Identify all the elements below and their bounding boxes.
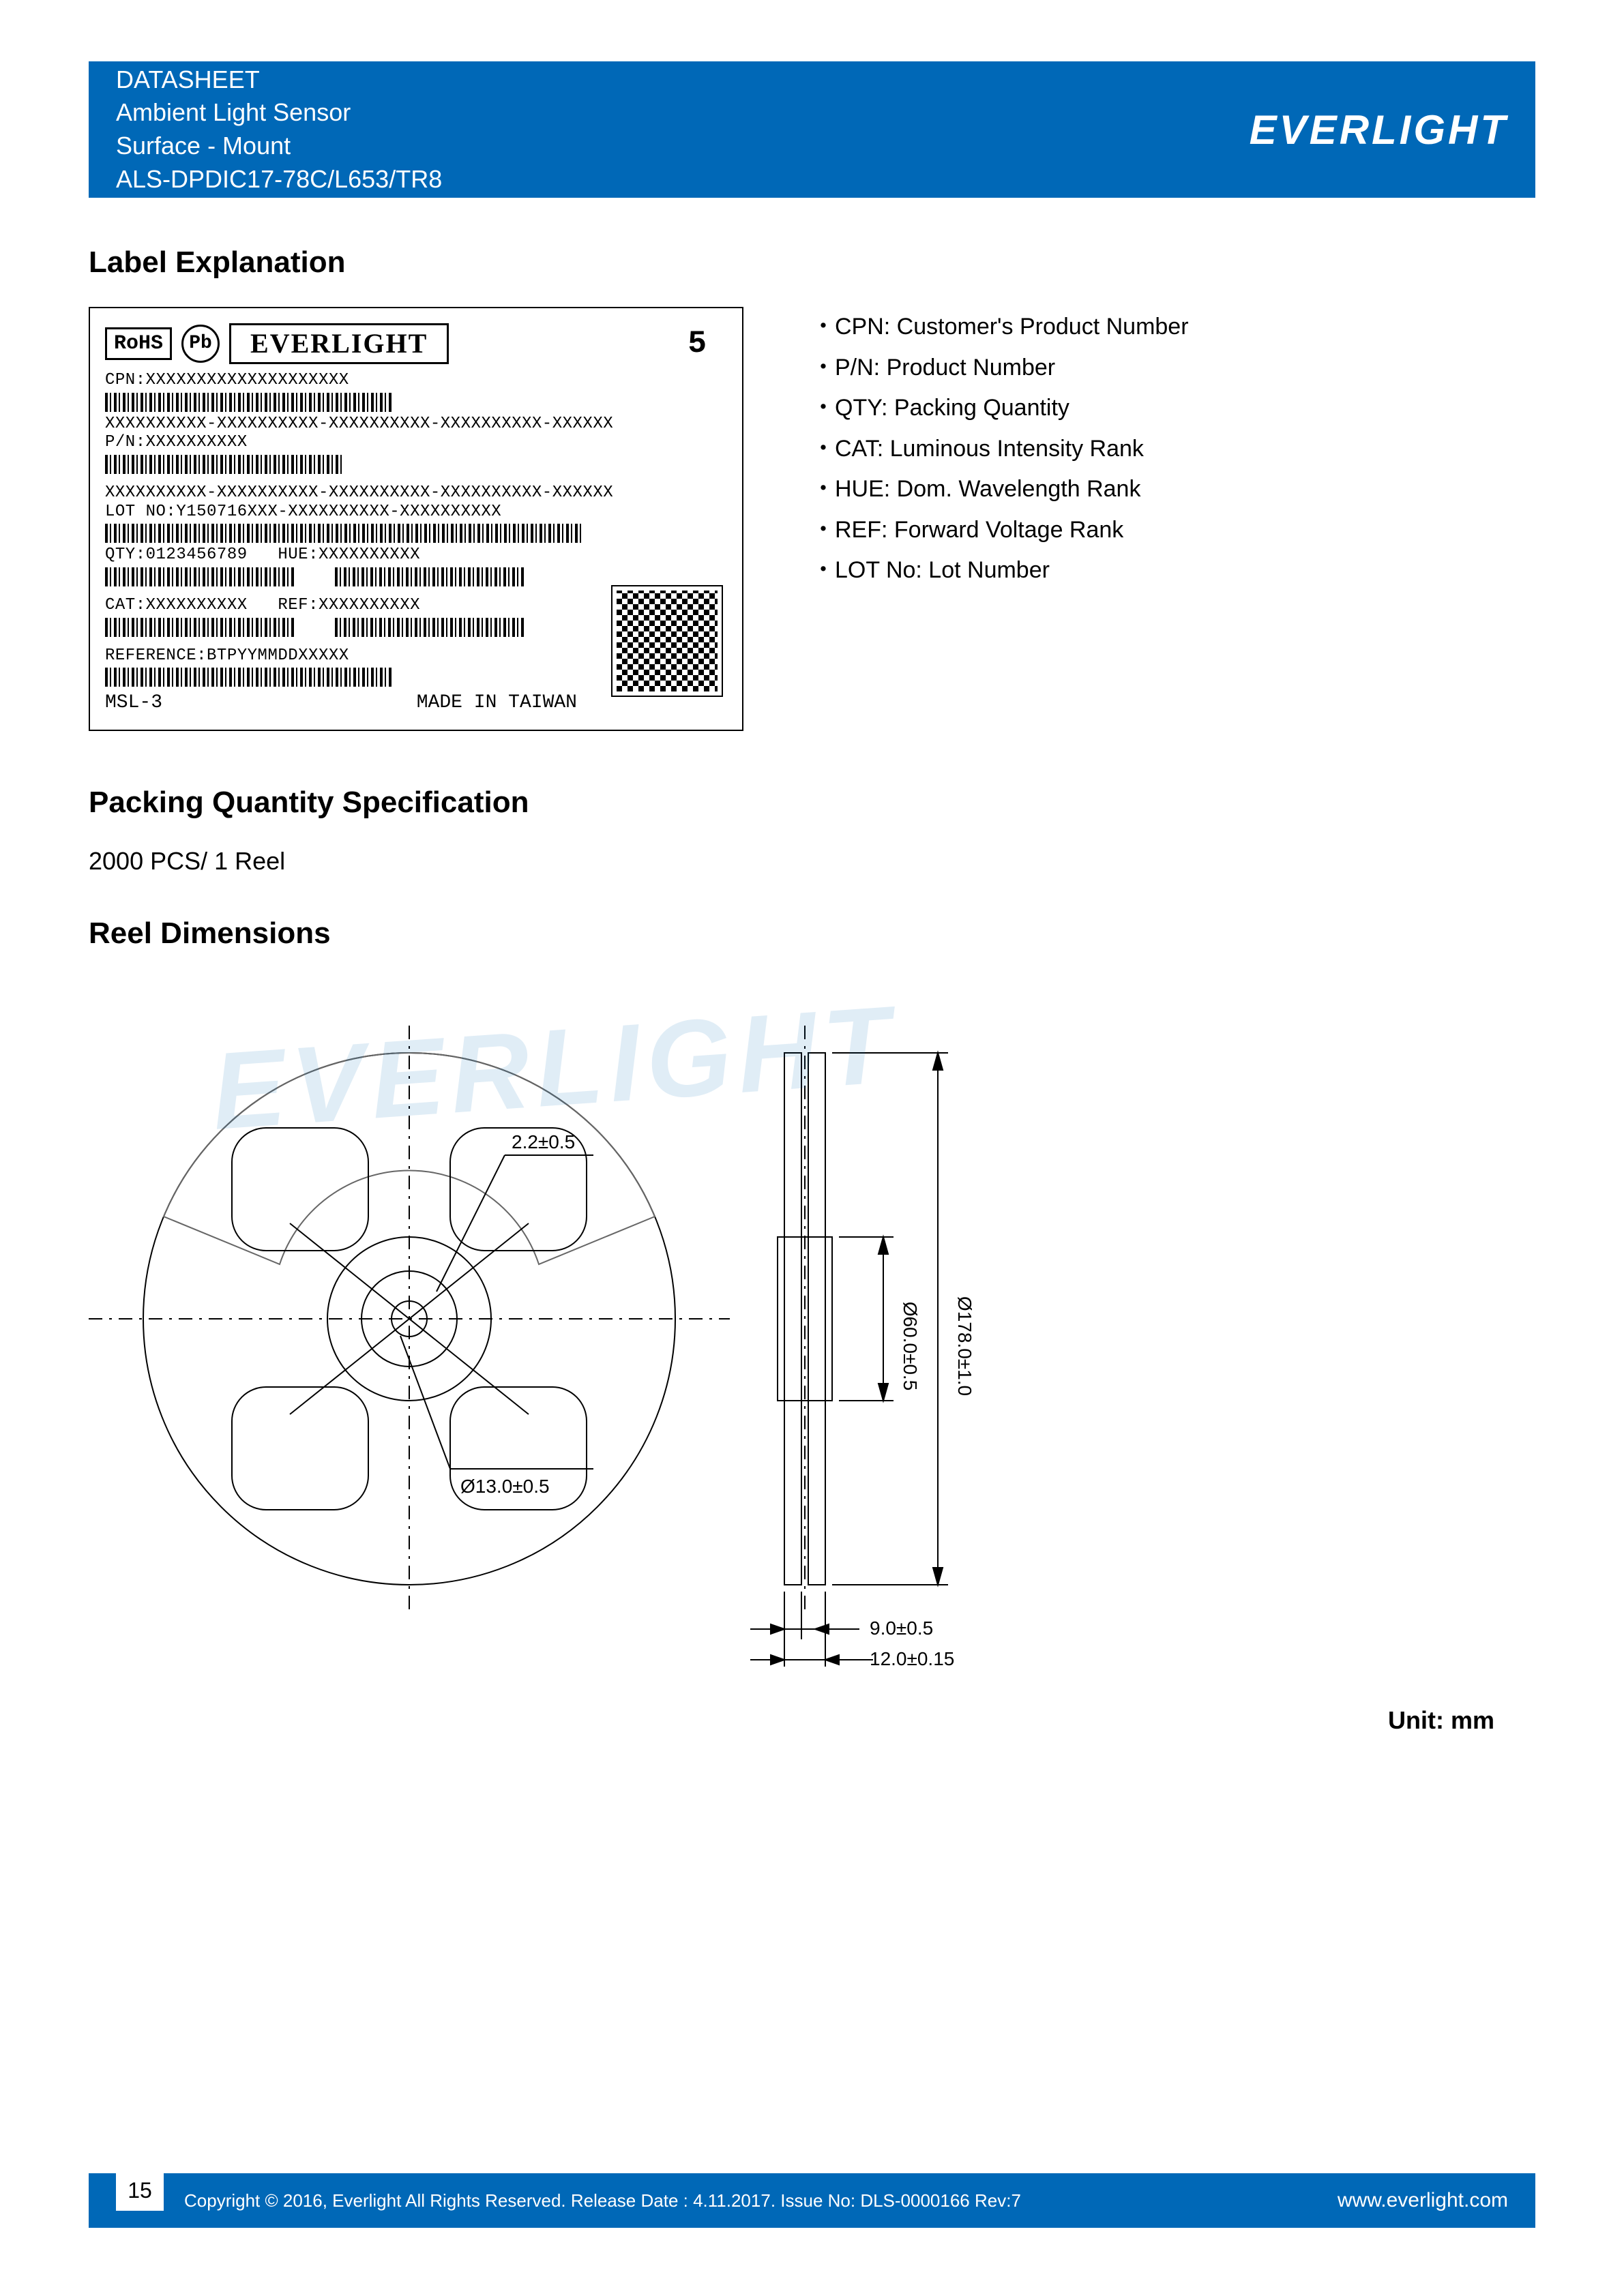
barcode-hue [335,567,526,586]
unit-label: Unit: mm [1388,1706,1494,1735]
reel-diagram: EVERLIGHT [89,978,1535,1755]
legend-cat: CAT: Luminous Intensity Rank [812,429,1189,470]
header-line2: Ambient Light Sensor [116,96,442,130]
dim-width2: 12.0±0.15 [870,1648,954,1669]
qty-text: QTY:0123456789 [105,546,248,564]
page-content: Label Explanation RoHS Pb EVERLIGHT 5 CP… [89,245,1535,1755]
hue-text: HUE:XXXXXXXXXX [278,546,420,564]
header-line1: DATASHEET [116,63,442,97]
cat-text: CAT:XXXXXXXXXX [105,596,248,614]
label-legend: CPN: Customer's Product Number P/N: Prod… [812,307,1189,731]
page-number: 15 [116,2170,164,2211]
ref-text: REF:XXXXXXXXXX [278,596,420,614]
dim-hole: Ø13.0±0.5 [460,1476,550,1497]
dim-outer-dia: Ø178.0±1.0 [954,1296,975,1395]
desc-line-1: XXXXXXXXXX-XXXXXXXXXX-XXXXXXXXXX-XXXXXXX… [105,415,727,434]
barcode-lot [105,524,582,543]
dim-width1: 9.0±0.5 [870,1617,933,1639]
msl-text: MSL-3 [105,692,162,714]
barcode-ref [335,618,526,637]
section1-title: Label Explanation [89,245,1535,280]
brand-logo: EVERLIGHT [1250,106,1508,153]
dim-inner-dia: Ø60.0±0.5 [900,1301,921,1390]
legend-qty: QTY: Packing Quantity [812,388,1189,429]
qty-hue-row: QTY:0123456789 HUE:XXXXXXXXXX [105,546,727,565]
barcode-cpn [105,393,392,412]
pb-icon: Pb [181,325,220,363]
legend-lot: LOT No: Lot Number [812,550,1189,591]
cpn-text: CPN:XXXXXXXXXXXXXXXXXXXX [105,371,727,390]
pn-text: P/N:XXXXXXXXXX [105,433,727,452]
rohs-badge: RoHS [105,327,172,361]
product-label-box: RoHS Pb EVERLIGHT 5 CPN:XXXXXXXXXXXXXXXX… [89,307,743,731]
footer-bar: 15 Copyright © 2016, Everlight All Right… [89,2173,1535,2228]
lot-text: LOT NO:Y150716XXX-XXXXXXXXXX-XXXXXXXXXX [105,503,727,522]
legend-hue: HUE: Dom. Wavelength Rank [812,469,1189,510]
label-brand: EVERLIGHT [229,323,449,364]
barcode-reference [105,668,392,687]
label-corner-number: 5 [688,326,707,362]
label-top-row: RoHS Pb EVERLIGHT 5 [105,323,727,364]
barcode-pn [105,455,344,474]
label-bottom-row: MSL-3 MADE IN TAIWAN [105,692,727,714]
header-text: DATASHEET Ambient Light Sensor Surface -… [116,63,442,196]
legend-cpn: CPN: Customer's Product Number [812,307,1189,348]
legend-ref: REF: Forward Voltage Rank [812,510,1189,551]
reel-svg: 2.2±0.5 Ø13.0±0.5 Ø178.0±1.0 [89,978,1248,1728]
desc-line-2: XXXXXXXXXX-XXXXXXXXXX-XXXXXXXXXX-XXXXXXX… [105,483,727,503]
label-section: RoHS Pb EVERLIGHT 5 CPN:XXXXXXXXXXXXXXXX… [89,307,1535,731]
dim-hub: 2.2±0.5 [512,1131,575,1152]
header-line4: ALS-DPDIC17-78C/L653/TR8 [116,163,442,196]
footer-url: www.everlight.com [1338,2189,1508,2212]
footer-copyright: Copyright © 2016, Everlight All Rights R… [184,2190,1021,2211]
section2-title: Packing Quantity Specification [89,786,1535,820]
header-bar: DATASHEET Ambient Light Sensor Surface -… [89,61,1535,198]
section3-title: Reel Dimensions [89,916,1535,951]
legend-pn: P/N: Product Number [812,348,1189,389]
barcode-qty [105,567,296,586]
barcode-cat [105,618,296,637]
made-in-text: MADE IN TAIWAN [417,692,577,714]
header-line3: Surface - Mount [116,130,442,163]
qr-code-icon [612,586,722,696]
packing-qty-text: 2000 PCS/ 1 Reel [89,847,1535,876]
